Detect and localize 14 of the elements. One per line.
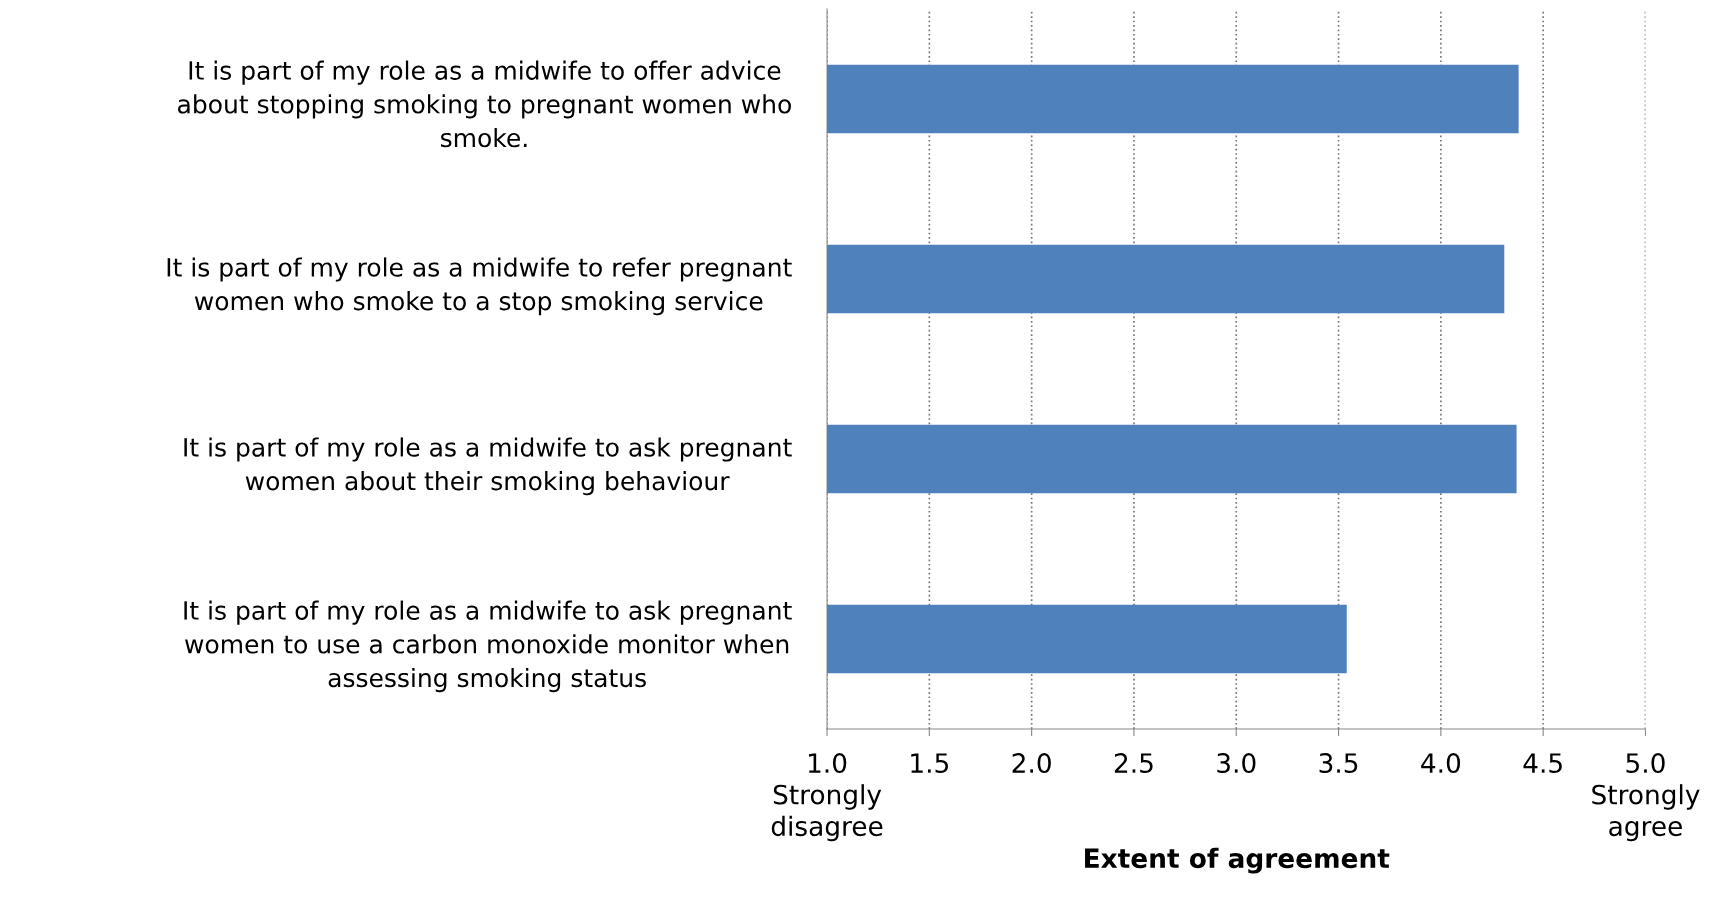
x-tick-label: 1.0 Strongly disagree <box>771 753 883 842</box>
y-tick-label: It is part of my role as a midwife to ask pregnant women about their smoking behaviour <box>184 437 792 496</box>
x-tick-label: 5.0 Strongly agree <box>1592 753 1700 842</box>
y-tick-label: It is part of my role as a midwife to refer pregnant women who smoke to a stop smoking service <box>167 257 792 316</box>
x-tick-label: 1.5 <box>911 753 949 774</box>
x-tick-label: 4.5 <box>1523 753 1562 774</box>
x-tick-label: 3.0 <box>1217 753 1256 774</box>
y-tick-label: It is part of my role as a midwife to ask pregnant women to use a carbon monoxide monitor when assessing smoking status <box>184 600 792 693</box>
x-tick-label: 3.5 <box>1319 753 1358 774</box>
x-tick-label: 2.5 <box>1114 753 1153 774</box>
x-tick-label: 4.0 <box>1421 753 1461 774</box>
y-tick-label: It is part of my role as a midwife to offer advice about stopping smoking to pregnant women who smoke. <box>178 60 791 148</box>
x-tick-label: 2.0 <box>1012 753 1051 774</box>
x-axis-title: Extent of agreement <box>1085 847 1390 874</box>
